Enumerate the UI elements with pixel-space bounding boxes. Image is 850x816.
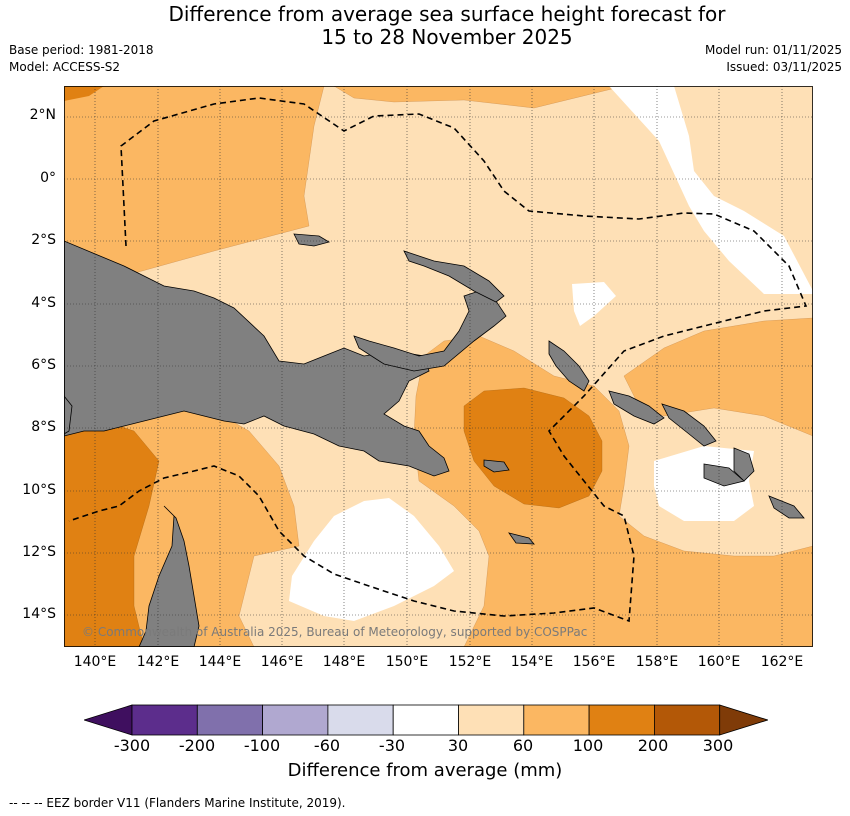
meta-left: Base period: 1981-2018 Model: ACCESS-S2: [9, 42, 154, 76]
lon-label-152e: 152°E: [448, 654, 492, 670]
land-malaita: [733, 447, 755, 482]
title-line-1: Difference from average sea surface heig…: [168, 2, 726, 26]
map-panel: [64, 86, 813, 647]
anomaly-60-100-north: [333, 86, 625, 109]
land-new-guinea: [64, 240, 450, 477]
colorbar-extension-low: [82, 704, 133, 736]
colorbar-label: 100: [572, 736, 604, 755]
land-rossel-island: [483, 459, 510, 473]
land-makira: [768, 495, 805, 519]
copyright-text: © Commonwealth of Australia 2025, Bureau…: [82, 625, 588, 639]
colorbar-title: Difference from average (mm): [287, 760, 563, 781]
colorbar-label: -60: [313, 736, 341, 755]
map-svg: [64, 86, 813, 647]
colorbar-svg: [82, 704, 770, 736]
colorbar-label: -300: [113, 736, 151, 755]
colorbar-cell: [392, 704, 459, 736]
colorbar-label: 300: [702, 736, 734, 755]
land-choiseul: [608, 390, 665, 425]
colorbar-cell: [131, 704, 198, 736]
lon-label-148e: 148°E: [322, 654, 366, 670]
eez-border: [68, 97, 808, 623]
lat-label-0: 0°: [40, 170, 56, 186]
lat-label-10s: 10°S: [22, 482, 56, 498]
anomaly-100-200-corner: [64, 86, 104, 101]
lat-label-4s: 4°S: [31, 295, 56, 311]
colorbar: [82, 704, 770, 740]
lat-label-2n: 2°N: [29, 107, 56, 123]
lat-label-2s: 2°S: [31, 232, 56, 248]
colorbar-cell: [458, 704, 525, 736]
lon-label-144e: 144°E: [198, 654, 242, 670]
lat-label-6s: 6°S: [31, 357, 56, 373]
colorbar-label: 200: [637, 736, 669, 755]
land-cape-york: [138, 505, 200, 647]
anomaly-neutral-east-patch: [572, 282, 616, 326]
chart-title: Difference from average sea surface heig…: [0, 3, 850, 49]
lat-label-12s: 12°S: [22, 544, 56, 560]
colorbar-cell: [588, 704, 655, 736]
colorbar-cell: [327, 704, 394, 736]
land-santa-isabel: [661, 403, 717, 447]
lon-label-158e: 158°E: [635, 654, 679, 670]
meta-right: Model run: 01/11/2025 Issued: 03/11/2025: [705, 42, 842, 76]
land-new-ireland: [403, 250, 505, 303]
title-line-2: 15 to 28 November 2025: [321, 25, 573, 49]
colorbar-cells: [82, 704, 770, 736]
land-guadalcanal: [703, 463, 745, 487]
model-text: Model: ACCESS-S2: [9, 60, 121, 74]
colorbar-cell: [654, 704, 721, 736]
lon-label-142e: 142°E: [136, 654, 180, 670]
colorbar-cell: [196, 704, 264, 736]
colorbar-label: -100: [243, 736, 281, 755]
map-frame: [64, 86, 813, 647]
lon-label-156e: 156°E: [572, 654, 616, 670]
colorbar-extension-high: [719, 704, 770, 736]
land-louisiade-islet: [508, 532, 535, 545]
anomaly-neutral-northeast: [609, 86, 813, 294]
anomaly-neutral-coral-sea: [289, 498, 454, 621]
lon-label-154e: 154°E: [510, 654, 554, 670]
land-west-edge: [64, 395, 73, 435]
lon-label-160e: 160°E: [697, 654, 741, 670]
model-run-text: Model run: 01/11/2025: [704, 43, 842, 57]
colorbar-label: -30: [378, 736, 406, 755]
colorbar-label: 30: [447, 736, 469, 755]
lat-label-8s: 8°S: [31, 419, 56, 435]
issued-text: Issued: 03/11/2025: [726, 60, 842, 74]
colorbar-cell: [523, 704, 590, 736]
base-period-text: Base period: 1981-2018: [9, 43, 154, 57]
lon-label-162e: 162°E: [760, 654, 804, 670]
lon-label-140e: 140°E: [73, 654, 117, 670]
lon-label-146e: 146°E: [260, 654, 304, 670]
anomaly-100-200-core: [463, 387, 603, 509]
anomaly-neutral-southeast: [654, 446, 754, 521]
colorbar-label: -200: [178, 736, 216, 755]
lat-label-14s: 14°S: [22, 606, 56, 622]
land-manus: [293, 233, 331, 247]
graticule: [64, 86, 813, 647]
colorbar-cell: [262, 704, 329, 736]
footnote-eez-border: -- -- -- EEZ border V11 (Flanders Marine…: [9, 796, 346, 810]
colorbar-label: 60: [512, 736, 534, 755]
eez-border-line: [68, 97, 808, 623]
lon-label-150e: 150°E: [385, 654, 429, 670]
